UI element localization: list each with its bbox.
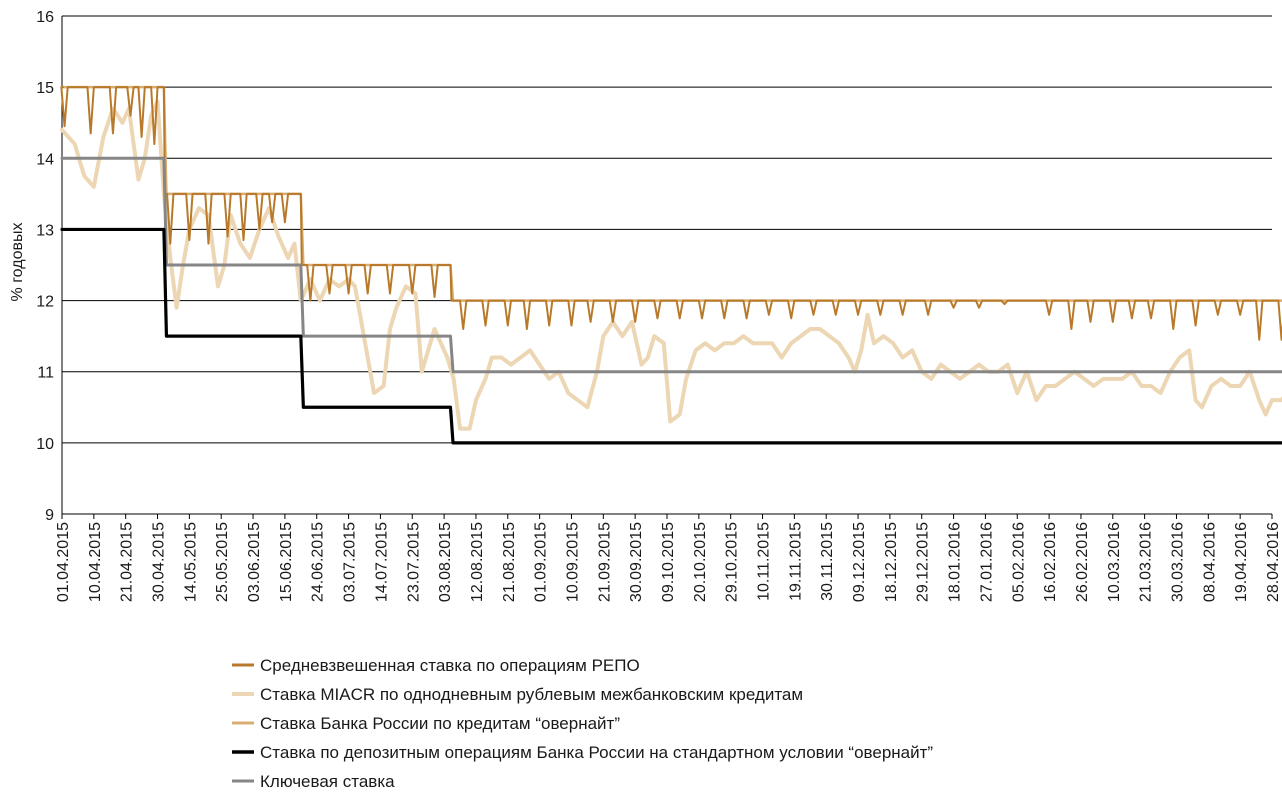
y-tick-label: 9 [45, 507, 54, 524]
legend-label-0: Средневзвешенная ставка по операциям РЕП… [260, 656, 640, 675]
x-tick-label: 03.07.2015 [342, 522, 359, 602]
legend-label-2: Ставка Банка России по кредитам “овернай… [260, 714, 620, 733]
x-tick-label: 30.03.2016 [1169, 522, 1186, 602]
x-tick-label: 10.09.2015 [564, 522, 581, 602]
x-tick-label: 20.10.2015 [692, 522, 709, 602]
x-tick-label: 30.09.2015 [628, 522, 645, 602]
x-tick-label: 24.06.2015 [310, 522, 327, 602]
x-tick-label: 18.01.2016 [947, 522, 964, 602]
x-tick-label: 10.03.2016 [1106, 522, 1123, 602]
x-tick-label: 03.06.2015 [246, 522, 263, 602]
x-tick-label: 09.12.2015 [851, 522, 868, 602]
x-tick-label: 03.08.2015 [437, 522, 454, 602]
y-tick-label: 16 [36, 9, 54, 26]
x-tick-label: 21.09.2015 [596, 522, 613, 602]
y-tick-label: 11 [37, 365, 54, 382]
y-tick-label: 12 [36, 294, 54, 311]
series-line-2 [60, 85, 1282, 302]
x-tick-label: 28.04.2016 [1265, 522, 1282, 602]
x-tick-labels: 01.04.2015 10.04.2015 21.04.2015 30.04.2015… [55, 522, 1282, 602]
series-lines [60, 85, 1282, 445]
y-tick-labels: 9 10 11 12 13 14 15 16 [36, 9, 54, 524]
x-tick-label: 29.12.2015 [915, 522, 932, 602]
x-tick-label: 10.04.2015 [87, 522, 104, 602]
y-axis-label: % годовых [9, 223, 26, 302]
x-tick-label: 19.04.2016 [1233, 522, 1250, 602]
x-tick-label: 26.02.2016 [1074, 522, 1091, 602]
x-tick-label: 27.01.2016 [978, 522, 995, 602]
legend: Средневзвешенная ставка по операциям РЕП… [232, 656, 933, 791]
x-tick-label: 21.04.2015 [119, 522, 136, 602]
x-tick-label: 14.05.2015 [182, 522, 199, 602]
y-tick-label: 15 [36, 80, 54, 97]
x-tick-label: 09.10.2015 [660, 522, 677, 602]
series-line-0 [60, 86, 1282, 341]
x-tick-label: 16.02.2016 [1042, 522, 1059, 602]
legend-label-4: Ключевая ставка [260, 772, 395, 791]
x-tick-label: 30.11.2015 [819, 522, 836, 601]
legend-label-1: Ставка MIACR по однодневным рублевым меж… [260, 685, 803, 704]
x-tick-label: 18.12.2015 [883, 522, 900, 602]
series-line-1 [60, 99, 1282, 431]
x-tick-label: 21.08.2015 [501, 522, 518, 602]
x-tick-label: 23.07.2015 [405, 522, 422, 602]
y-tick-label: 14 [36, 151, 54, 168]
x-tick-label: 19.11.2015 [787, 522, 804, 601]
x-tick-label: 15.06.2015 [278, 522, 295, 602]
series-line-4 [60, 156, 1282, 374]
x-tick-label: 10.11.2015 [756, 522, 773, 601]
y-tick-label: 13 [36, 222, 54, 239]
y-tick-label: 10 [36, 436, 54, 453]
x-tick-label: 01.09.2015 [533, 522, 550, 602]
x-tick-label: 21.03.2016 [1138, 522, 1155, 602]
x-tick-label: 08.04.2016 [1201, 522, 1218, 602]
x-tick-label: 12.08.2015 [469, 522, 486, 602]
x-tick-label: 29.10.2015 [724, 522, 741, 602]
x-tick-label: 25.05.2015 [214, 522, 231, 602]
x-tick-label: 30.04.2015 [151, 522, 168, 602]
x-tick-label: 14.07.2015 [373, 522, 390, 602]
x-tick-label: 05.02.2016 [1010, 522, 1027, 602]
x-tick-label: 01.04.2015 [55, 522, 72, 602]
series-line-3 [60, 227, 1282, 445]
legend-label-3: Ставка по депозитным операциям Банка Рос… [260, 743, 933, 762]
